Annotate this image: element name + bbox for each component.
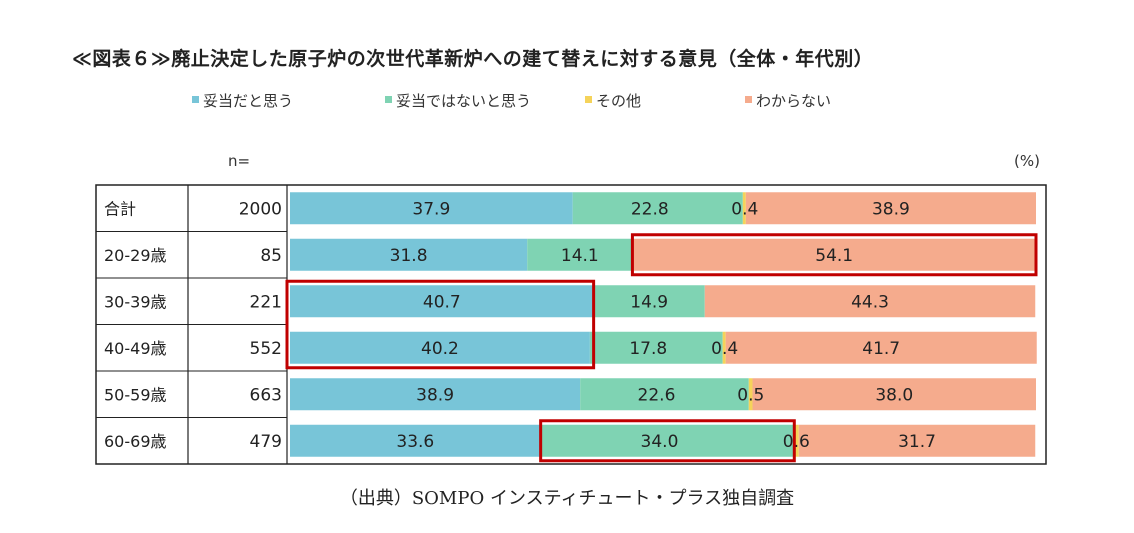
highlight-boxes <box>285 233 1038 463</box>
value-label: 31.7 <box>898 432 936 452</box>
value-label: 34.0 <box>641 432 679 452</box>
legend-label-2: 妥当ではないと思う <box>396 92 531 110</box>
bar-segment <box>748 378 753 411</box>
value-label: 40.2 <box>421 339 459 359</box>
legend-swatch-4 <box>745 96 752 103</box>
bar-segment <box>632 238 1036 271</box>
bar-segment <box>527 238 633 271</box>
bar-segment <box>798 424 1036 457</box>
legend-swatch-1 <box>192 96 199 103</box>
source-note: （出典）SOMPO インスティチュート・プラス独自調査 <box>339 488 795 509</box>
bar-segment <box>742 192 746 225</box>
row-label: 50-59歳 <box>104 385 167 404</box>
row-n-value: 85 <box>260 246 282 266</box>
row-label: 合計 <box>104 199 136 218</box>
row-n-value: 552 <box>250 339 282 359</box>
legend-swatch-2 <box>385 96 392 103</box>
bar-segment <box>290 238 528 271</box>
highlight-box <box>539 419 796 463</box>
value-label: 37.9 <box>412 199 450 219</box>
value-label: 41.7 <box>862 339 900 359</box>
value-label: 14.1 <box>561 246 599 266</box>
row-label: 40-49歳 <box>104 339 167 358</box>
legend-label-4: わからない <box>756 92 831 110</box>
value-label: 0.6 <box>783 432 810 452</box>
bar-segment <box>290 378 581 411</box>
bar-segment <box>704 285 1036 318</box>
value-label: 38.0 <box>875 385 913 405</box>
value-label: 22.8 <box>631 199 669 219</box>
value-label: 40.7 <box>423 292 461 312</box>
value-label: 0.4 <box>731 199 758 219</box>
value-label: 31.8 <box>390 246 428 266</box>
value-labels: 37.9 22.8 0.4 38.9 31.8 14.1 54.1 40.7 14.9 44.3 4… <box>390 199 936 452</box>
row-label: 60-69歳 <box>104 432 167 451</box>
row-label: 20-29歳 <box>104 246 167 265</box>
bar-segment <box>725 331 1037 364</box>
row-n-value: 663 <box>250 385 282 405</box>
bar-segment <box>290 192 573 225</box>
n-header: n= <box>228 152 250 170</box>
value-label: 38.9 <box>872 199 910 219</box>
bar-segment <box>572 192 743 225</box>
bar-segment <box>745 192 1036 225</box>
stacked-bar-chart: 妥当だと思う 妥当ではないと思う その他 わからない n= (%) 合計 2000 20-… <box>95 92 1047 465</box>
value-label: 14.9 <box>630 292 668 312</box>
value-label: 33.6 <box>396 432 434 452</box>
bar-segment <box>580 378 749 411</box>
bar-segment <box>722 331 726 364</box>
bar-segment <box>290 285 594 318</box>
legend-swatch-3 <box>585 96 592 103</box>
bars <box>290 192 1037 457</box>
bar-segment <box>540 424 795 457</box>
bar-segment <box>290 424 541 457</box>
value-label: 22.6 <box>638 385 676 405</box>
row-label: 30-39歳 <box>104 292 167 311</box>
chart-title: ≪図表６≫廃止決定した原子炉の次世代革新炉への建て替えに対する意見（全体・年代別… <box>72 48 874 70</box>
legend-label-3: その他 <box>596 92 641 110</box>
bar-segment <box>794 424 799 457</box>
highlight-box <box>285 279 596 370</box>
value-label: 44.3 <box>851 292 889 312</box>
row-n-value: 479 <box>250 432 282 452</box>
value-label: 54.1 <box>815 246 853 266</box>
bar-segment <box>752 378 1036 411</box>
bar-segment <box>290 331 590 364</box>
row-n-value: 2000 <box>239 199 282 219</box>
row-n-value: 221 <box>250 292 282 312</box>
value-label: 17.8 <box>629 339 667 359</box>
value-label: 0.5 <box>737 385 764 405</box>
unit-label: (%) <box>1014 152 1040 170</box>
bar-segment <box>589 331 723 364</box>
label-table: 合計 2000 20-29歳 85 30-39歳 221 40-49歳 552 50-59歳 66… <box>95 184 1047 465</box>
value-label: 0.4 <box>711 339 738 359</box>
highlight-box <box>630 233 1038 277</box>
bar-segment <box>593 285 705 318</box>
value-label: 38.9 <box>416 385 454 405</box>
legend: 妥当だと思う 妥当ではないと思う その他 わからない <box>192 92 831 110</box>
legend-label-1: 妥当だと思う <box>203 92 293 110</box>
